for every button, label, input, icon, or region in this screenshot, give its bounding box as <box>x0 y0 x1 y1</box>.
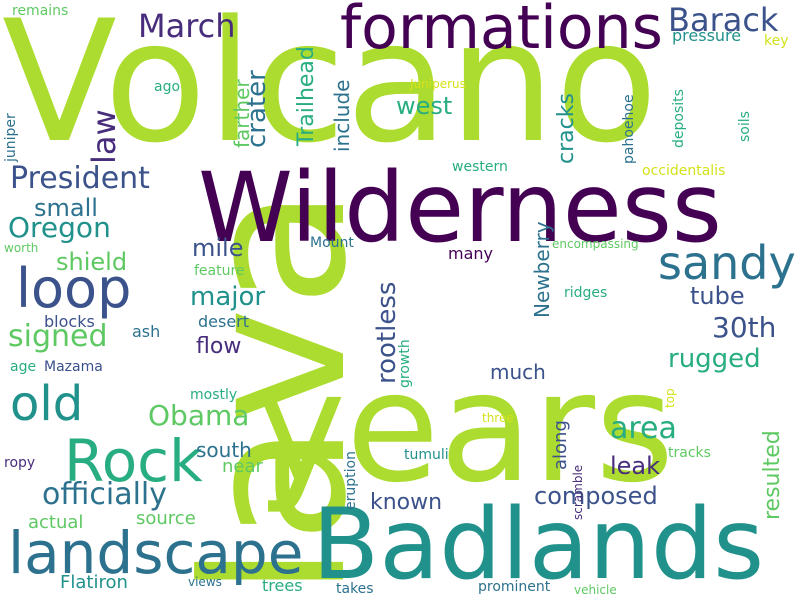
cloud-word: farther <box>230 79 254 148</box>
cloud-word: Obama <box>148 399 250 432</box>
cloud-word: south <box>196 438 252 462</box>
cloud-word: Newberry <box>530 221 554 318</box>
cloud-word: officially <box>42 477 167 512</box>
cloud-word: loop <box>16 257 132 320</box>
cloud-word: March <box>138 7 236 45</box>
cloud-word: law <box>85 109 123 164</box>
cloud-word: west <box>396 92 453 120</box>
cloud-word: known <box>370 490 443 515</box>
cloud-word: tumuli <box>404 447 449 463</box>
cloud-word: President <box>10 161 150 196</box>
cloud-word: rugged <box>668 344 761 374</box>
cloud-word: mile <box>192 234 244 262</box>
cloud-word: near <box>222 456 263 477</box>
cloud-word: top <box>663 388 677 408</box>
cloud-word: tracks <box>668 445 711 461</box>
cloud-word: desert <box>198 312 250 331</box>
cloud-word: composed <box>534 482 658 510</box>
cloud-word: years <box>256 339 675 516</box>
cloud-word: prominent <box>478 579 551 595</box>
cloud-word: small <box>34 194 98 222</box>
cloud-word: juniper <box>3 113 19 162</box>
cloud-word: many <box>448 244 493 263</box>
cloud-word: flow <box>196 334 242 359</box>
cloud-word: feature <box>194 263 245 279</box>
cloud-word: occidentalis <box>642 163 726 179</box>
cloud-word: actual <box>28 512 84 533</box>
cloud-word: worth <box>4 241 39 255</box>
cloud-word: Volcano <box>2 0 658 180</box>
cloud-word: formations <box>340 0 663 63</box>
cloud-word: major <box>190 282 266 312</box>
cloud-word: soils <box>737 111 753 142</box>
cloud-word: Wilderness <box>198 152 722 264</box>
cloud-word: along <box>550 420 571 470</box>
cloud-word: shield <box>56 248 128 276</box>
cloud-word: cracks <box>554 93 579 164</box>
cloud-word: ash <box>132 322 161 341</box>
cloud-word: eruption <box>343 451 359 510</box>
cloud-word: vehicle <box>574 583 617 597</box>
cloud-word: three <box>482 411 514 425</box>
cloud-word: growth <box>397 339 413 388</box>
cloud-word: tube <box>690 282 745 310</box>
cloud-word: include <box>330 79 354 152</box>
cloud-word: much <box>490 360 546 384</box>
cloud-word: deposits <box>671 89 687 148</box>
cloud-word: takes <box>336 581 374 597</box>
cloud-word: Oregon <box>8 211 111 244</box>
cloud-word: old <box>10 376 84 432</box>
cloud-word: Mount <box>310 235 354 251</box>
cloud-word: Mazama <box>44 359 103 375</box>
cloud-word: mostly <box>190 387 238 403</box>
cloud-word: age <box>10 359 37 375</box>
cloud-word: blocks <box>44 312 95 331</box>
cloud-word: trees <box>262 576 303 595</box>
cloud-word: 30th <box>712 311 777 344</box>
cloud-word: ridges <box>564 285 608 301</box>
cloud-word: western <box>452 159 508 175</box>
cloud-word: ropy <box>4 455 36 471</box>
cloud-word: Badlands <box>312 488 765 600</box>
cloud-word: sandy <box>658 236 796 290</box>
cloud-word: pressure <box>672 26 742 45</box>
cloud-word: source <box>136 508 196 529</box>
cloud-word: Trailhead <box>294 46 319 146</box>
cloud-word: views <box>188 575 222 589</box>
cloud-word: leak <box>610 452 661 480</box>
cloud-word: landscape <box>8 519 304 587</box>
cloud-word: remains <box>12 3 69 19</box>
cloud-word: scramble <box>571 464 585 520</box>
cloud-word: resulted <box>760 430 785 520</box>
cloud-word: area <box>610 411 677 446</box>
cloud-word: Flatiron <box>60 572 128 593</box>
cloud-word: Rock <box>64 427 203 495</box>
cloud-word: ago <box>154 79 181 95</box>
cloud-word: key <box>764 33 789 49</box>
cloud-word: Barack <box>668 1 779 39</box>
cloud-word: Juniperus <box>410 77 466 91</box>
cloud-word: pahoehoe <box>621 94 637 164</box>
cloud-word: encompassing <box>552 237 639 251</box>
cloud-word: signed <box>8 319 108 354</box>
